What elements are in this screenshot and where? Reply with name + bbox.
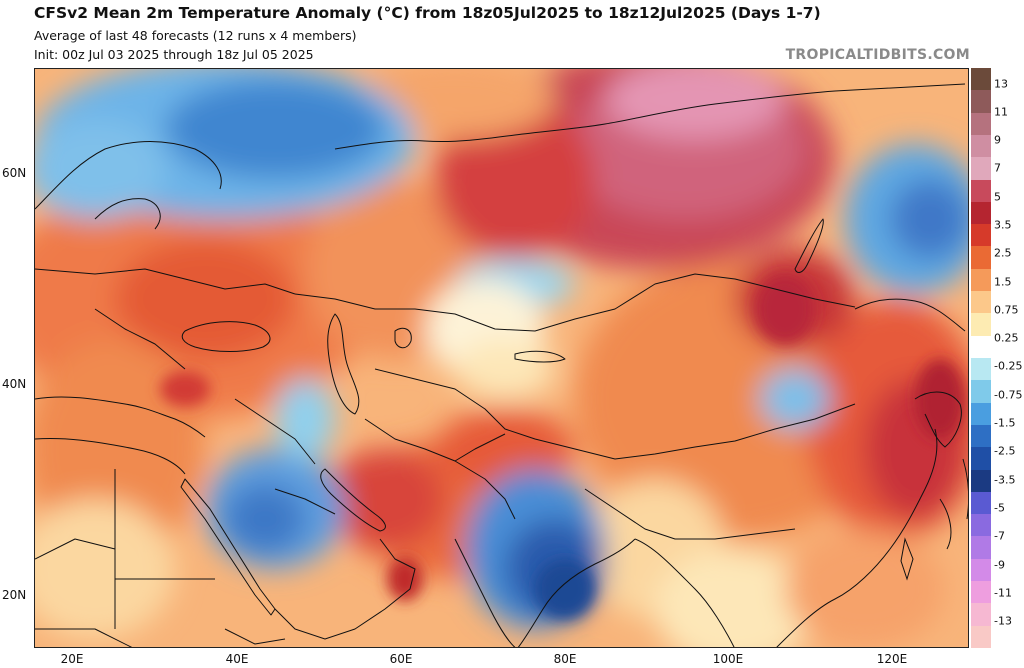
colorbar-label: 2.5 (994, 246, 1012, 260)
subtitle-forecast-average: Average of last 48 forecasts (12 runs x … (34, 28, 357, 43)
colorbar-segment (971, 514, 991, 537)
colorbar-segment (971, 558, 991, 582)
temperature-anomaly-map (34, 68, 969, 648)
colorbar-label: -1.5 (994, 416, 1016, 430)
lon-label-20e: 20E (60, 652, 84, 666)
colorbar-label: -2.5 (994, 444, 1016, 458)
lon-label-100e: 100E (712, 652, 744, 666)
colorbar-segment (971, 581, 991, 604)
colorbar (971, 68, 991, 649)
colorbar-label: 13 (994, 77, 1008, 91)
colorbar-label: 5 (994, 190, 1001, 204)
colorbar-segment (971, 90, 991, 114)
colorbar-label: -0.25 (994, 359, 1023, 373)
lat-label-60n: 60N (2, 166, 27, 180)
colorbar-label: -9 (994, 558, 1005, 572)
colorbar-label: -5 (994, 501, 1005, 515)
colorbar-segment (971, 291, 991, 314)
colorbar-segment (971, 380, 991, 404)
colorbar-segment (971, 112, 991, 136)
colorbar-segment (971, 335, 991, 359)
colorbar-segment (971, 447, 991, 471)
colorbar-label: 7 (994, 161, 1001, 175)
lat-label-40n: 40N (2, 377, 27, 391)
colorbar-label: 0.25 (994, 331, 1019, 345)
lon-label-40e: 40E (225, 652, 249, 666)
colorbar-label: 3.5 (994, 218, 1012, 232)
colorbar-label: 0.75 (994, 303, 1019, 317)
colorbar-segment (971, 201, 991, 225)
colorbar-segment (971, 313, 991, 337)
colorbar-segment (971, 224, 991, 247)
colorbar-label: 1.5 (994, 275, 1012, 289)
lon-label-120e: 120E (876, 652, 908, 666)
coastlines (35, 83, 966, 647)
colorbar-label: -0.75 (994, 388, 1023, 402)
colorbar-label: -7 (994, 529, 1005, 543)
colorbar-segment (971, 268, 991, 292)
colorbar-segment (971, 134, 991, 158)
anomaly-field (35, 69, 968, 647)
colorbar-label: 11 (994, 105, 1008, 119)
colorbar-segment (971, 625, 991, 649)
colorbar-segment (971, 536, 991, 560)
lon-label-60e: 60E (389, 652, 413, 666)
colorbar-segment (971, 68, 991, 91)
colorbar-segment (971, 358, 991, 381)
islands (900, 458, 968, 581)
lat-label-20n: 20N (2, 588, 27, 602)
colorbar-label: -3.5 (994, 473, 1016, 487)
colorbar-segment (971, 603, 991, 627)
source-credit: TROPICALTIDBITS.COM (785, 47, 970, 63)
colorbar-segment (971, 424, 991, 448)
colorbar-label: -13 (994, 614, 1012, 628)
colorbar-segment (971, 246, 991, 270)
colorbar-segment (971, 491, 991, 515)
colorbar-labels: 13 11 9 7 5 3.5 2.5 1.5 0.75 0.25 -0.25 -0.75 -1.5 -2… (994, 68, 1024, 648)
colorbar-segment (971, 469, 991, 493)
subtitle-init-range: Init: 00z Jul 03 2025 through 18z Jul 05… (34, 47, 314, 62)
colorbar-segment (971, 179, 991, 203)
lon-label-80e: 80E (553, 652, 577, 666)
colorbar-label: 9 (994, 133, 1001, 147)
colorbar-segment (971, 157, 991, 181)
map-title: CFSv2 Mean 2m Temperature Anomaly (°C) f… (34, 4, 821, 22)
colorbar-label: -11 (994, 586, 1012, 600)
colorbar-segment (971, 402, 991, 426)
